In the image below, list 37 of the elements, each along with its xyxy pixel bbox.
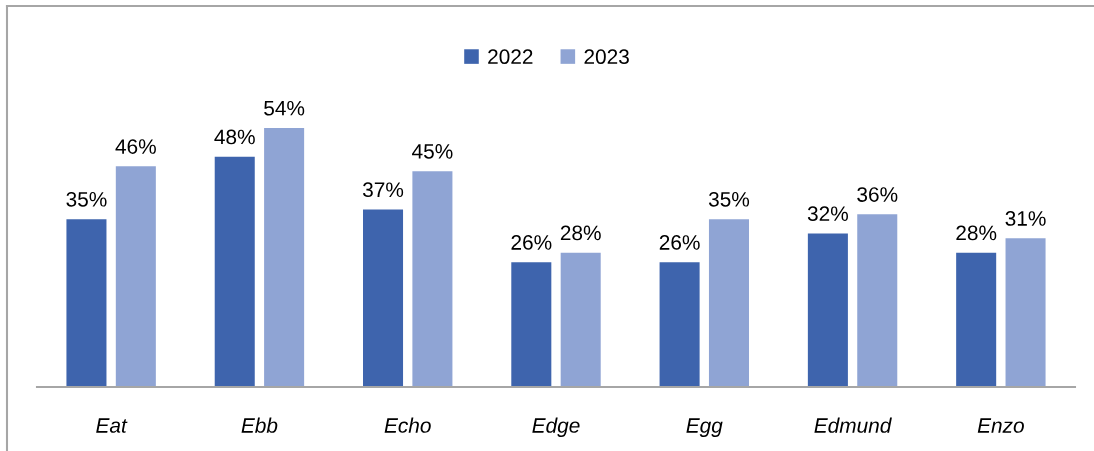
data-label: 35% [66,191,107,207]
bar [560,252,601,387]
bar [363,209,404,387]
bar [66,219,107,387]
bar [1005,238,1046,387]
bar [412,171,453,387]
bar [956,252,997,387]
bar [214,156,255,387]
data-label: 32% [807,206,848,222]
data-label: 48% [214,129,255,145]
data-label: 26% [659,235,700,250]
data-label: 28% [560,225,601,241]
x-tick-label: Enzo [977,418,1024,433]
data-label: 45% [412,144,453,159]
data-label: 54% [264,100,305,116]
legend-label: 2022 [488,49,533,65]
x-tick-label: Edmund [814,417,892,433]
bar [708,219,749,387]
bar [659,262,700,387]
data-label: 35% [708,191,750,207]
x-tick-label: Ebb [241,417,278,433]
x-tick-label: Eat [96,418,128,433]
bar [807,233,848,387]
data-label: 26% [511,235,552,250]
data-label: 46% [115,139,156,154]
data-label: 31% [1005,211,1046,226]
data-label: 36% [857,187,898,202]
x-tick-label: Egg [686,418,723,437]
data-label: 37% [362,182,404,198]
bar [857,214,898,387]
legend-label: 2023 [584,49,629,65]
x-tick-label: Edge [532,417,580,437]
data-label: 28% [956,225,997,241]
bar [115,166,156,387]
x-tick-label: Echo [384,417,431,433]
bar [264,128,305,387]
bar [511,262,552,387]
